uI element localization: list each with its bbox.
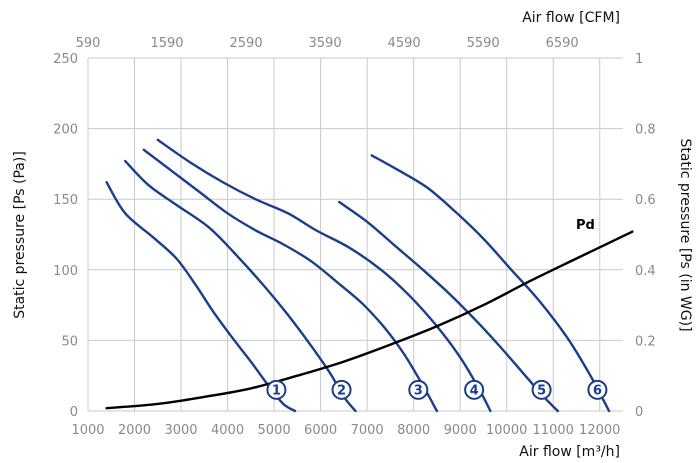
x-tick-label: 5000 — [258, 423, 291, 438]
x2-tick-label: 3590 — [309, 36, 342, 51]
y-tick-label: 200 — [53, 123, 78, 138]
marker-circle — [464, 379, 485, 400]
x-tick-label: 2000 — [118, 423, 151, 438]
x2-tick-label: 1590 — [150, 36, 183, 51]
curve-marker-6: 6 — [587, 379, 608, 400]
y2-axis-label: Static pressure [Ps (in WG)] — [677, 138, 693, 331]
series-line-pd — [105, 230, 634, 410]
x-tick-label: 12000 — [579, 423, 620, 438]
marker-number: 3 — [414, 383, 423, 398]
series-line-4 — [156, 138, 492, 413]
marker-circle — [331, 379, 352, 400]
marker-number: 1 — [272, 383, 281, 398]
x-tick-label: 8000 — [397, 423, 430, 438]
curve-marker-1: 1 — [266, 379, 287, 400]
y2-tick-label: 0.2 — [635, 334, 656, 349]
curve-marker-3: 3 — [408, 379, 429, 400]
x-axis-label: Air flow [m³/h] — [519, 444, 620, 460]
x2-axis-label: Air flow [CFM] — [522, 10, 620, 26]
x-tick-label: 4000 — [211, 423, 244, 438]
curve-marker-4: 4 — [464, 379, 485, 400]
y2-tick-label: 0 — [635, 405, 643, 420]
marker-number: 5 — [537, 383, 546, 398]
marker-number: 4 — [470, 383, 479, 398]
y-tick-label: 250 — [53, 52, 78, 67]
x-tick-label: 6000 — [304, 423, 337, 438]
y-axis-label: Static pressure [Ps (Pa)] — [12, 151, 28, 319]
x2-tick-label: 2590 — [230, 36, 263, 51]
x2-tick-label: 5590 — [467, 36, 500, 51]
x2-tick-label: 6590 — [546, 36, 579, 51]
marker-circle — [408, 379, 429, 400]
y-tick-label: 100 — [53, 264, 78, 279]
curve-markers: 1 2 3 4 5 6 — [266, 379, 608, 400]
y-tick-label: 0 — [70, 405, 78, 420]
pd-curve-label: Pd — [576, 218, 595, 233]
x-tick-label: 1000 — [71, 423, 104, 438]
curve-marker-5: 5 — [531, 379, 552, 400]
y-tick-label: 50 — [61, 334, 78, 349]
marker-number: 2 — [337, 383, 346, 398]
x-tick-label: 3000 — [164, 423, 197, 438]
marker-circle — [531, 379, 552, 400]
x-tick-label: 9000 — [444, 423, 477, 438]
y-tick-label: 150 — [53, 193, 78, 208]
marker-number: 6 — [593, 383, 602, 398]
series-line-3 — [142, 148, 439, 413]
series-line-6 — [370, 154, 611, 413]
marker-circle — [587, 379, 608, 400]
x2-tick-label: 4590 — [388, 36, 421, 51]
curve-marker-2: 2 — [331, 379, 352, 400]
x-tick-label: 7000 — [351, 423, 384, 438]
series-line-5 — [338, 200, 560, 413]
x-tick-label: 11000 — [533, 423, 574, 438]
y2-tick-label: 0.4 — [635, 264, 656, 279]
grid — [87, 57, 623, 412]
x-tick-label: 10000 — [486, 423, 527, 438]
y2-tick-label: 0.6 — [635, 193, 656, 208]
y2-tick-label: 0.8 — [635, 123, 656, 138]
y2-tick-label: 1 — [635, 52, 643, 67]
marker-circle — [266, 379, 287, 400]
x2-tick-label: 590 — [76, 36, 101, 51]
series-line-2 — [124, 159, 357, 413]
